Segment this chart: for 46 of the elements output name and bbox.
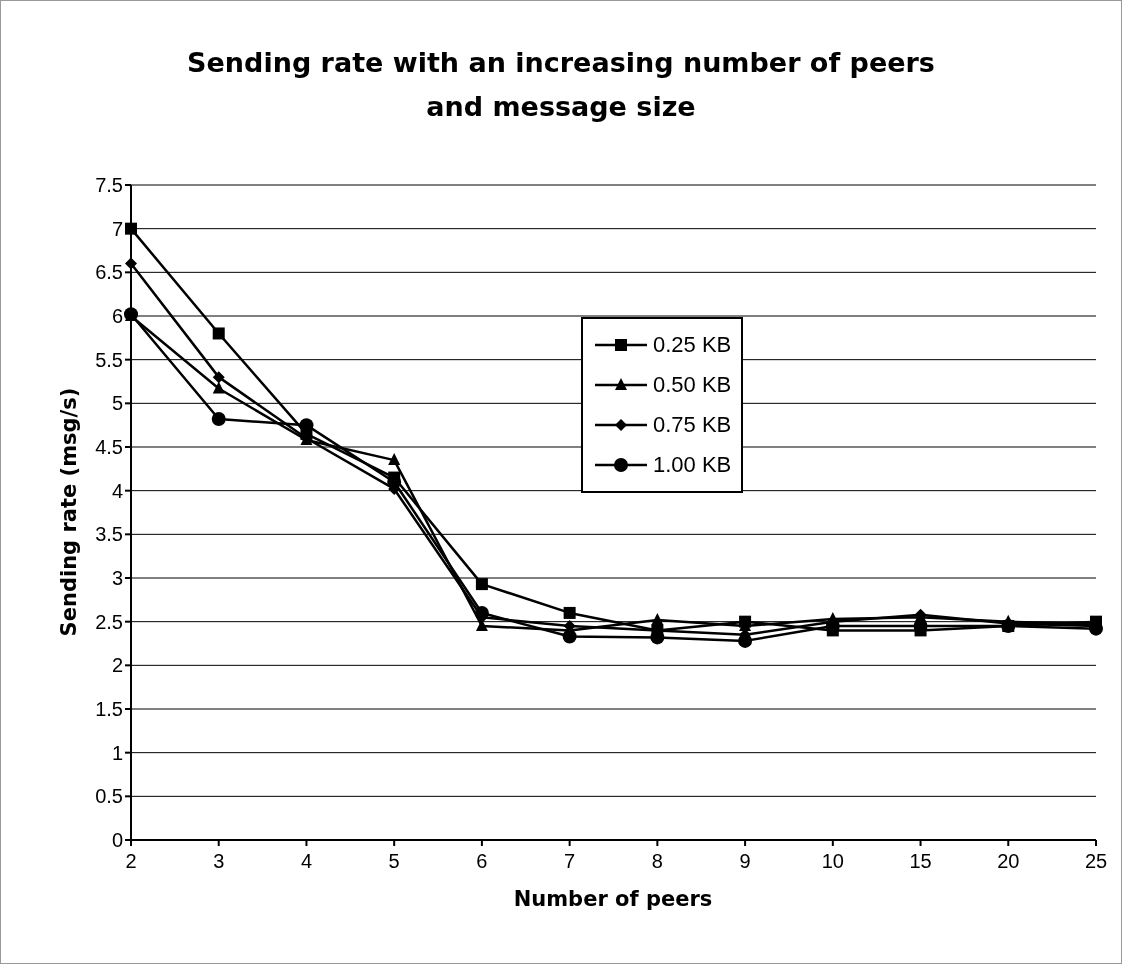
y-tick-label: 3 [111, 567, 123, 590]
y-tick-label: 7.5 [95, 174, 123, 197]
point [211, 412, 226, 427]
y-tick-label: 3.5 [95, 523, 123, 546]
y-tick-label: 4 [111, 479, 123, 502]
y-tick-label: 1 [111, 741, 123, 764]
x-tick-label: 9 [739, 850, 751, 873]
point [651, 612, 664, 625]
y-tick-label: 2.5 [95, 610, 123, 633]
point [475, 578, 488, 591]
point [125, 222, 137, 235]
point [212, 327, 225, 340]
x-tick-label: 7 [564, 850, 576, 873]
x-tick-label: 4 [300, 850, 313, 873]
x-tick-label: 8 [651, 850, 663, 873]
legend-label: 0.50 KB [653, 372, 732, 398]
y-axis-title: Sending rate (msg/s) [57, 387, 81, 637]
x-tick-label: 25 [1084, 850, 1108, 873]
y-tick-label: 1.5 [95, 698, 123, 721]
x-tick-label: 3 [213, 850, 225, 873]
x-tick-label: 20 [997, 850, 1020, 873]
point [212, 381, 225, 394]
y-tick-label: 6 [111, 305, 123, 328]
point [212, 371, 225, 384]
chart-title: Sending rate with an increasing number of peers and message size [186, 46, 936, 124]
y-tick-label: 6.5 [95, 261, 123, 284]
legend-label: 1.00 KB [653, 452, 732, 478]
x-tick-label: 15 [909, 850, 932, 873]
x-tick-label: 5 [388, 850, 400, 873]
x-tick-label: 6 [476, 850, 488, 873]
point [125, 257, 137, 270]
y-tick-label: 7 [111, 217, 123, 240]
y-tick-label: 0 [111, 829, 123, 852]
y-tick-label: 4.5 [95, 436, 123, 459]
legend-label: 0.25 KB [653, 332, 732, 358]
x-tick-label: 10 [821, 850, 844, 873]
y-tick-label: 5.5 [95, 348, 123, 371]
point [388, 453, 401, 466]
x-axis-title: Number of peers [513, 887, 713, 911]
y-tick-label: 5 [111, 392, 123, 415]
y-tick-label: 0.5 [95, 785, 123, 808]
x-tick-label: 2 [125, 850, 137, 873]
legend-label: 0.75 KB [653, 412, 732, 438]
point [562, 629, 577, 644]
y-tick-label: 2 [111, 654, 123, 677]
point [563, 606, 576, 619]
